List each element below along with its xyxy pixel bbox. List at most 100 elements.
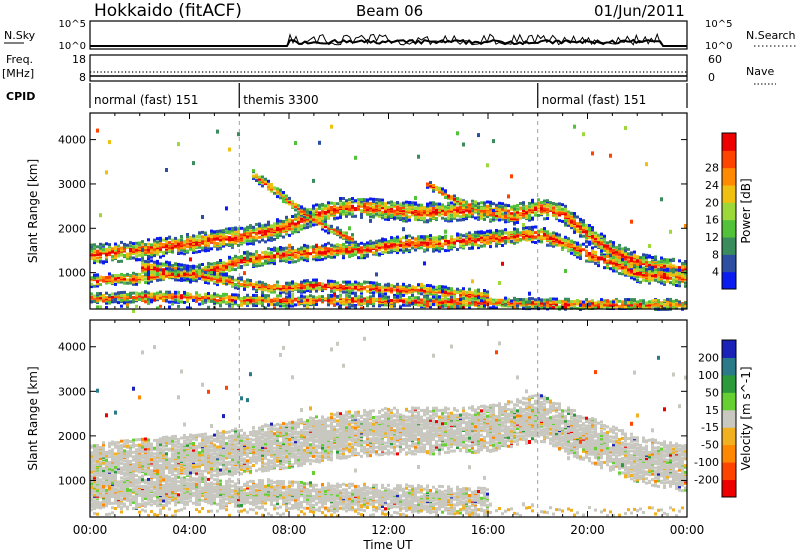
heatmap-cell — [402, 249, 405, 253]
heatmap-cell — [348, 282, 351, 286]
heatmap-cell — [300, 217, 303, 221]
heatmap-cell — [567, 210, 570, 214]
heatmap-cell — [192, 277, 195, 281]
heatmap-cell — [501, 229, 504, 233]
heatmap-cell — [285, 194, 288, 198]
heatmap-cell — [189, 270, 192, 274]
heatmap-cell — [246, 293, 249, 297]
heatmap-cell — [333, 255, 336, 259]
heatmap-cell — [363, 256, 366, 260]
heatmap-cell — [402, 217, 405, 221]
heatmap-cell — [90, 249, 93, 253]
heatmap-cell — [351, 288, 354, 292]
heatmap-cell — [351, 208, 354, 212]
heatmap-cell — [153, 292, 156, 296]
heatmap-cell — [312, 278, 315, 282]
heatmap-cell — [471, 242, 474, 246]
heatmap-cell — [471, 300, 474, 304]
heatmap-cell — [315, 207, 318, 211]
heatmap-cell — [165, 274, 168, 277]
heatmap-cell — [300, 289, 303, 293]
heatmap-cell — [261, 175, 264, 179]
heatmap-cell — [543, 232, 546, 236]
heatmap-cell — [345, 288, 348, 292]
heatmap-cell — [423, 209, 426, 213]
heatmap-cell — [405, 285, 408, 289]
heatmap-cell — [393, 216, 396, 220]
heatmap-cell — [477, 206, 480, 210]
heatmap-cell — [435, 204, 438, 208]
heatmap-cell — [273, 191, 276, 195]
heatmap-cell — [342, 280, 345, 284]
heatmap-cell — [405, 207, 408, 211]
heatmap-cell — [183, 272, 186, 276]
heatmap-cell — [348, 201, 351, 205]
heatmap-cell — [198, 276, 201, 280]
heatmap-cell — [357, 247, 360, 251]
heatmap-cell — [351, 291, 354, 295]
heatmap-cell — [318, 282, 321, 286]
heatmap-cell — [300, 299, 303, 303]
heatmap-cell — [444, 300, 447, 303]
heatmap-cell — [282, 252, 285, 256]
heatmap-cell — [360, 306, 363, 310]
heatmap-cell — [306, 216, 309, 220]
heatmap-cell — [489, 245, 492, 249]
heatmap-cell — [99, 275, 102, 279]
heatmap-cell — [525, 229, 528, 233]
heatmap-cell — [276, 218, 279, 222]
heatmap-cell — [144, 259, 147, 263]
heatmap-cell — [429, 209, 432, 213]
heatmap-cell — [363, 242, 366, 246]
heatmap-cell — [453, 238, 456, 242]
heatmap-cell — [309, 297, 312, 301]
heatmap-cell — [252, 293, 255, 297]
heatmap-cell — [465, 213, 468, 217]
heatmap-cell — [216, 274, 219, 278]
heatmap-cell — [129, 278, 132, 282]
heatmap-cell — [309, 294, 312, 298]
heatmap-cell — [96, 298, 99, 302]
heatmap-cell — [414, 218, 417, 222]
heatmap-cell — [402, 236, 405, 240]
heatmap-cell — [237, 263, 240, 267]
heatmap-cell — [426, 245, 429, 249]
heatmap-cell — [540, 234, 543, 238]
heatmap-cell — [504, 296, 507, 300]
heatmap-cell — [534, 241, 537, 244]
heatmap-cell — [381, 216, 384, 220]
heatmap-cell — [183, 249, 186, 252]
heatmap-cell — [282, 235, 285, 239]
heatmap-cell — [207, 236, 210, 240]
heatmap-cell — [288, 248, 291, 252]
heatmap-cell — [390, 243, 393, 247]
heatmap-cell — [117, 291, 120, 295]
heatmap-cell — [195, 268, 198, 272]
heatmap-cell — [330, 255, 333, 259]
heatmap-cell — [291, 249, 294, 253]
heatmap-cell — [396, 291, 399, 295]
heatmap-cell — [414, 248, 417, 252]
heatmap-cell — [348, 204, 351, 208]
heatmap-cell — [576, 228, 579, 232]
heatmap-cell — [204, 295, 207, 299]
heatmap-cell — [108, 140, 111, 145]
heatmap-cell — [465, 290, 468, 294]
heatmap-cell — [378, 207, 381, 211]
heatmap-cell — [111, 255, 114, 258]
heatmap-cell — [225, 235, 228, 239]
heatmap-cell — [519, 216, 522, 220]
heatmap-cell — [486, 204, 489, 208]
heatmap-cell — [324, 249, 327, 253]
heatmap-cell — [444, 229, 447, 234]
heatmap-cell — [219, 229, 222, 233]
heatmap-cell — [279, 225, 282, 229]
heatmap-cell — [561, 299, 564, 303]
heatmap-cell — [243, 256, 246, 260]
heatmap-cell — [501, 301, 504, 305]
heatmap-cell — [129, 241, 132, 245]
heatmap-cell — [441, 294, 444, 298]
heatmap-cell — [459, 207, 462, 211]
heatmap-cell — [171, 246, 174, 250]
heatmap-cell — [378, 241, 381, 245]
